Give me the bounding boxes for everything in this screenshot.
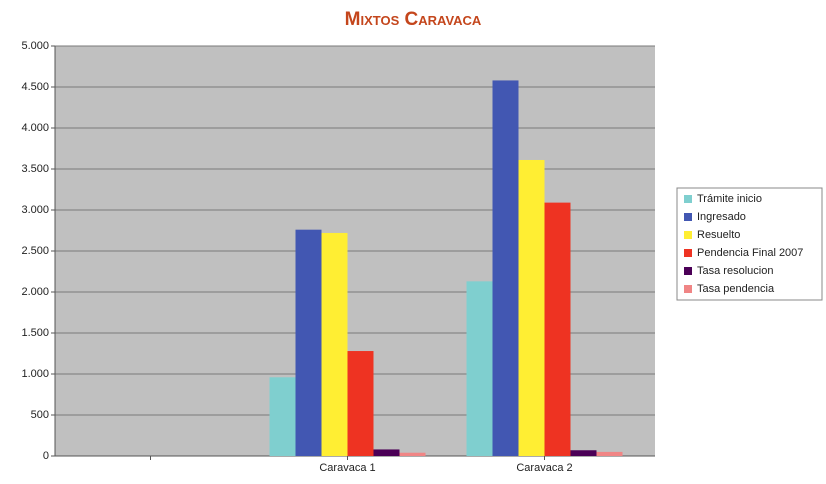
y-tick-label: 3.000	[21, 204, 49, 216]
y-tick-label: 5.000	[21, 40, 49, 52]
y-tick-label: 500	[31, 409, 49, 421]
y-tick-label: 1.000	[21, 368, 49, 380]
legend-swatch	[684, 231, 692, 239]
bar	[321, 232, 348, 456]
legend-swatch	[684, 267, 692, 275]
bar	[570, 450, 597, 456]
y-tick-label: 1.500	[21, 327, 49, 339]
x-tick-label: Caravaca 2	[516, 462, 572, 474]
bar	[492, 80, 519, 456]
x-tick-label: Caravaca 1	[319, 462, 375, 474]
y-tick-label: 3.500	[21, 163, 49, 175]
legend-label: Tasa pendencia	[697, 283, 775, 295]
legend-box	[676, 187, 823, 301]
bar	[544, 202, 571, 456]
y-tick-label: 0	[43, 450, 49, 462]
legend-swatch	[684, 249, 692, 257]
legend-swatch	[684, 195, 692, 203]
bar	[399, 452, 426, 456]
y-tick-label: 2.000	[21, 286, 49, 298]
legend-label: Tasa resolucion	[697, 265, 773, 277]
legend-swatch	[684, 213, 692, 221]
bar	[518, 159, 545, 457]
y-tick-label: 4.000	[21, 122, 49, 134]
bar	[596, 451, 623, 456]
y-tick-label: 4.500	[21, 81, 49, 93]
legend-label: Pendencia Final 2007	[697, 247, 803, 259]
bar	[347, 351, 374, 456]
legend-label: Resuelto	[697, 229, 740, 241]
bar	[466, 281, 493, 456]
legend-swatch	[684, 285, 692, 293]
chart-title: Mixtos Caravaca	[345, 9, 482, 30]
legend-label: Trámite inicio	[697, 193, 762, 205]
bar	[269, 377, 296, 456]
legend-label: Ingresado	[697, 211, 746, 223]
bar	[373, 449, 400, 456]
y-tick-label: 2.500	[21, 245, 49, 257]
bar	[295, 229, 322, 456]
